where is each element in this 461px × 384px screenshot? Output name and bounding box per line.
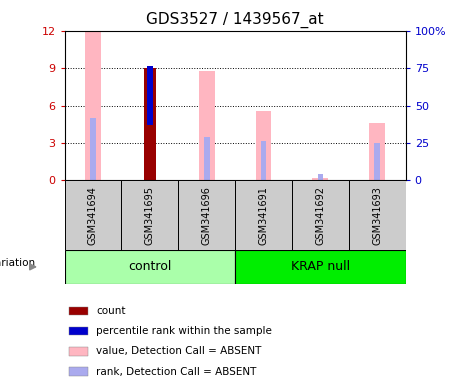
Bar — [369, 123, 385, 180]
Text: genotype/variation: genotype/variation — [0, 258, 35, 268]
Text: GSM341696: GSM341696 — [201, 186, 212, 245]
Bar — [235, 250, 406, 284]
Bar — [65, 180, 121, 250]
Bar — [85, 31, 101, 180]
Bar — [255, 111, 272, 180]
Bar — [69, 327, 89, 335]
Bar — [235, 180, 292, 250]
Bar — [69, 347, 89, 356]
Text: percentile rank within the sample: percentile rank within the sample — [96, 326, 272, 336]
Text: value, Detection Call = ABSENT: value, Detection Call = ABSENT — [96, 346, 262, 356]
Bar — [178, 180, 235, 250]
Bar — [204, 137, 209, 180]
Bar — [90, 118, 96, 180]
Bar — [313, 178, 328, 180]
Bar — [318, 174, 323, 180]
Bar — [147, 66, 153, 125]
Title: GDS3527 / 1439567_at: GDS3527 / 1439567_at — [146, 12, 324, 28]
Bar — [374, 143, 380, 180]
Bar — [121, 180, 178, 250]
Text: GSM341694: GSM341694 — [88, 186, 98, 245]
Text: GSM341692: GSM341692 — [315, 186, 325, 245]
Bar — [199, 71, 215, 180]
Bar — [261, 141, 266, 180]
Bar — [292, 180, 349, 250]
Text: GSM341695: GSM341695 — [145, 186, 155, 245]
Text: count: count — [96, 306, 126, 316]
Text: control: control — [128, 260, 171, 273]
Bar — [349, 180, 406, 250]
Text: GSM341691: GSM341691 — [259, 186, 269, 245]
Bar — [65, 250, 235, 284]
Bar — [69, 307, 89, 315]
Text: KRAP null: KRAP null — [291, 260, 350, 273]
Text: rank, Detection Call = ABSENT: rank, Detection Call = ABSENT — [96, 367, 257, 377]
Text: GSM341693: GSM341693 — [372, 186, 382, 245]
Bar — [143, 68, 156, 180]
Bar — [69, 367, 89, 376]
